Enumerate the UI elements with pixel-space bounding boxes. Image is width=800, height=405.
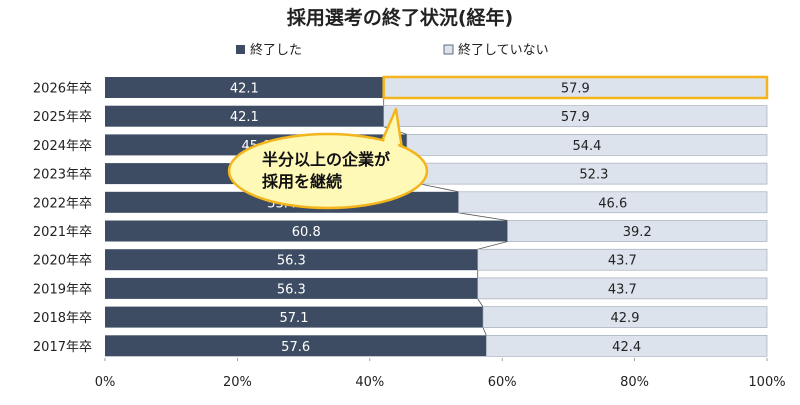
bars: 42.157.942.157.945.654.447.752.353.446.6… bbox=[105, 75, 769, 357]
category-label: 2025年卒 bbox=[33, 110, 92, 125]
callout-tail-fill bbox=[381, 118, 400, 160]
bar-series-2 bbox=[477, 277, 768, 300]
category-label: 2022年卒 bbox=[33, 196, 92, 211]
x-axis: 0% 20% 40% 60% 80% 100% bbox=[95, 358, 786, 390]
data-label-series-2: 42.4 bbox=[612, 340, 641, 355]
legend-swatch-series-2 bbox=[443, 44, 454, 55]
category-label: 2019年卒 bbox=[33, 282, 92, 297]
category-label: 2026年卒 bbox=[33, 82, 92, 97]
x-tick-label: 100% bbox=[748, 375, 785, 390]
connector-line bbox=[477, 241, 508, 250]
data-label-series-2: 42.9 bbox=[611, 311, 640, 326]
x-tick-label: 80% bbox=[620, 375, 649, 390]
data-label-series-1: 57.1 bbox=[280, 311, 309, 326]
data-label-series-1: 56.3 bbox=[277, 254, 306, 269]
bar-series-2 bbox=[383, 105, 768, 127]
bar-series-1 bbox=[105, 306, 484, 328]
data-label-series-2: 57.9 bbox=[561, 82, 590, 97]
connector-line bbox=[420, 183, 459, 193]
data-label-series-2: 43.7 bbox=[608, 282, 637, 297]
data-label-series-2: 57.9 bbox=[561, 110, 590, 125]
bar-series-2 bbox=[507, 220, 768, 242]
bar-series-1 bbox=[105, 249, 478, 271]
bar-series-1 bbox=[105, 220, 508, 242]
legend: 終了した 終了していない bbox=[236, 42, 549, 58]
x-tick-label: 60% bbox=[488, 375, 517, 390]
data-label-series-2: 43.7 bbox=[608, 254, 637, 269]
callout-text-line: 採用を継続 bbox=[262, 172, 342, 191]
category-label: 2018年卒 bbox=[33, 311, 92, 326]
callout-bubble bbox=[227, 132, 429, 210]
bar-series-2 bbox=[406, 134, 768, 156]
legend-label-series-1: 終了した bbox=[250, 42, 302, 58]
data-label-series-2: 54.4 bbox=[572, 139, 601, 154]
data-label-series-1: 56.3 bbox=[277, 282, 306, 297]
chart-title: 採用選考の終了状況(経年) bbox=[287, 6, 513, 29]
bar-series-2 bbox=[486, 334, 768, 357]
legend-swatch-series-1 bbox=[236, 45, 245, 54]
connector-line bbox=[458, 212, 508, 221]
data-label-series-1: 42.1 bbox=[230, 82, 259, 97]
category-label: 2021年卒 bbox=[33, 225, 92, 240]
data-label-series-1: 60.8 bbox=[292, 225, 321, 240]
x-tick-label: 40% bbox=[355, 375, 384, 390]
connector-line bbox=[482, 327, 487, 336]
connector-line bbox=[477, 298, 484, 307]
category-label: 2020年卒 bbox=[33, 254, 92, 269]
data-label-series-1: 57.6 bbox=[281, 340, 310, 355]
category-label: 2023年卒 bbox=[33, 168, 92, 183]
legend-label-series-2: 終了していない bbox=[458, 42, 549, 58]
bar-series-2 bbox=[482, 306, 768, 328]
data-label-series-2: 52.3 bbox=[579, 168, 608, 183]
bar-series-2 bbox=[458, 191, 768, 214]
category-labels: 2026年卒 2025年卒 2024年卒 2023年卒 2022年卒 2021年卒 2020… bbox=[33, 82, 92, 355]
callout-text-line: 半分以上の企業が bbox=[262, 150, 390, 169]
bar-series-2 bbox=[477, 248, 768, 271]
x-tick-label: 20% bbox=[223, 375, 252, 390]
x-tick-label: 0% bbox=[95, 375, 116, 390]
bar-series-2 bbox=[382, 75, 769, 100]
bar-series-1 bbox=[105, 335, 487, 357]
bar-series-1 bbox=[105, 277, 478, 299]
data-label-series-2: 39.2 bbox=[623, 225, 652, 240]
data-label-series-1: 42.1 bbox=[230, 110, 259, 125]
data-label-series-2: 46.6 bbox=[598, 196, 627, 211]
category-label: 2017年卒 bbox=[33, 340, 92, 355]
connector-lines bbox=[383, 98, 508, 336]
bar-series-1 bbox=[105, 105, 384, 127]
category-label: 2024年卒 bbox=[33, 139, 92, 154]
bar-series-1 bbox=[105, 77, 384, 98]
